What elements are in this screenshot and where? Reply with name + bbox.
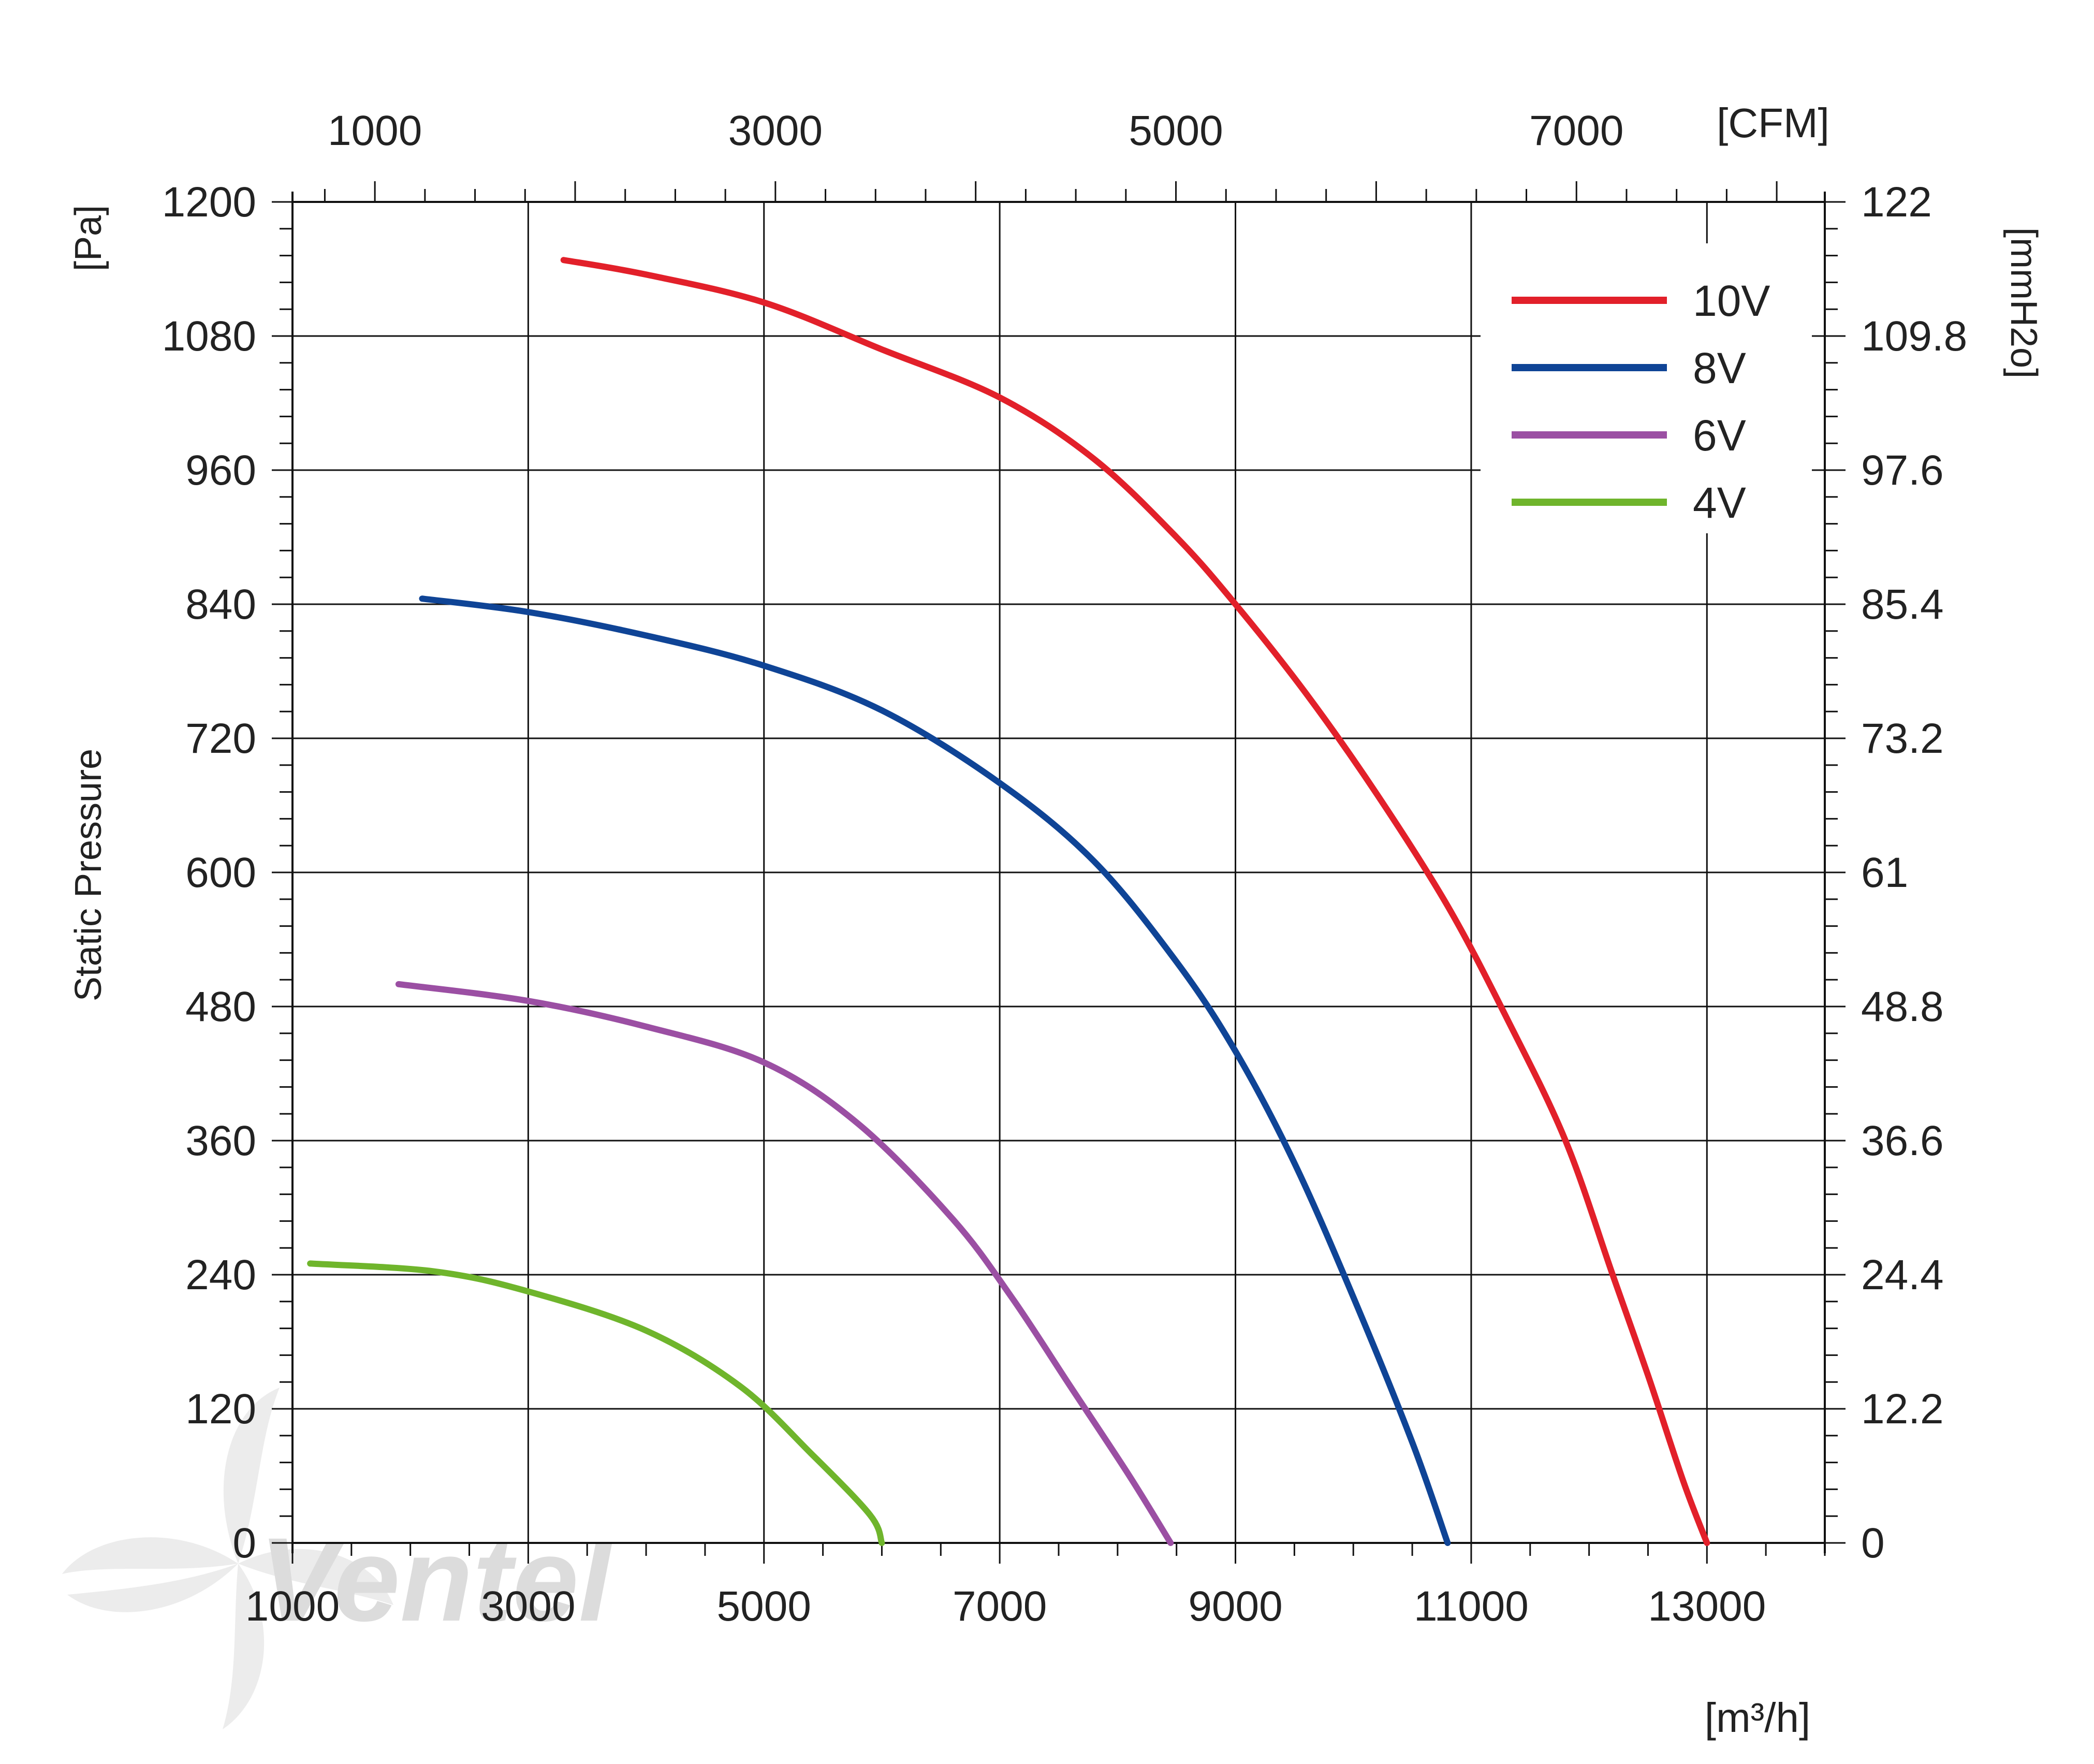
x-bottom-tick-label: 5000 [717,1583,811,1630]
y-right-tick-label: 73.2 [1861,715,1944,762]
y-left-tick-label: 120 [185,1386,256,1433]
x-top-unit: [CFM] [1717,100,1829,146]
x-top-tick-label: 1000 [328,107,422,154]
y-left-tick-label: 1200 [162,179,256,226]
x-top-tick-label: 3000 [728,107,823,154]
y-right-tick-label: 122 [1861,179,1932,226]
x-top-tick-label: 7000 [1529,107,1623,154]
x-bottom-tick-label: 7000 [953,1583,1047,1630]
fan-blade-icon [62,1388,393,1729]
y-left-tick-label: 600 [185,849,256,896]
y-left-tick-label: 240 [185,1251,256,1299]
y-right-tick-label: 12.2 [1861,1386,1944,1433]
y-right-tick-label: 0 [1861,1520,1885,1567]
y-left-tick-label: 960 [185,447,256,494]
y-axis-title: Static Pressure [68,749,109,1001]
legend-label-6v: 6V [1693,411,1746,460]
y-right-unit: [mmH2o] [2003,227,2044,378]
x-bottom-tick-label: 11000 [1414,1583,1529,1630]
series-line-4v [307,1260,885,1546]
x-bottom-tick-label: 1000 [245,1583,340,1630]
legend-label-10v: 10V [1693,276,1770,325]
x-bottom-tick-label: 13000 [1648,1583,1766,1630]
legend-label-4v: 4V [1693,478,1746,527]
x-bottom-unit: [m³/h] [1705,1695,1810,1741]
y-right-tick-label: 36.6 [1861,1117,1944,1164]
axes: 0 120 240 360 480 600 720 840 960 1080 1200 0 12.2 24… [162,107,1968,1630]
y-left-unit: [Pa] [68,205,109,271]
y-left-tick-label: 0 [232,1520,256,1567]
series-line-6v [395,981,1174,1546]
x-bottom-tick-label: 9000 [1188,1583,1282,1630]
y-right-tick-label: 24.4 [1861,1251,1944,1299]
x-top-tick-label: 5000 [1129,107,1223,154]
legend-background [1481,243,1812,533]
y-right-tick-label: 61 [1861,849,1908,896]
y-left-tick-label: 480 [185,983,256,1030]
legend: 10V 8V 6V 4V [1481,243,1812,533]
y-right-tick-label: 85.4 [1861,581,1944,628]
y-right-tick-label: 97.6 [1861,447,1944,494]
series-lines [307,257,1710,1546]
y-left-tick-label: 360 [185,1117,256,1164]
y-right-tick-label: 48.8 [1861,983,1944,1030]
y-left-tick-label: 1080 [162,313,256,360]
y-left-tick-label: 720 [185,715,256,762]
y-right-tick-label: 109.8 [1861,313,1967,360]
y-left-tick-label: 840 [185,581,256,628]
x-bottom-tick-label: 3000 [481,1583,575,1630]
series-line-8v [419,595,1451,1546]
series-line-10v [560,257,1710,1546]
legend-label-8v: 8V [1693,344,1746,392]
